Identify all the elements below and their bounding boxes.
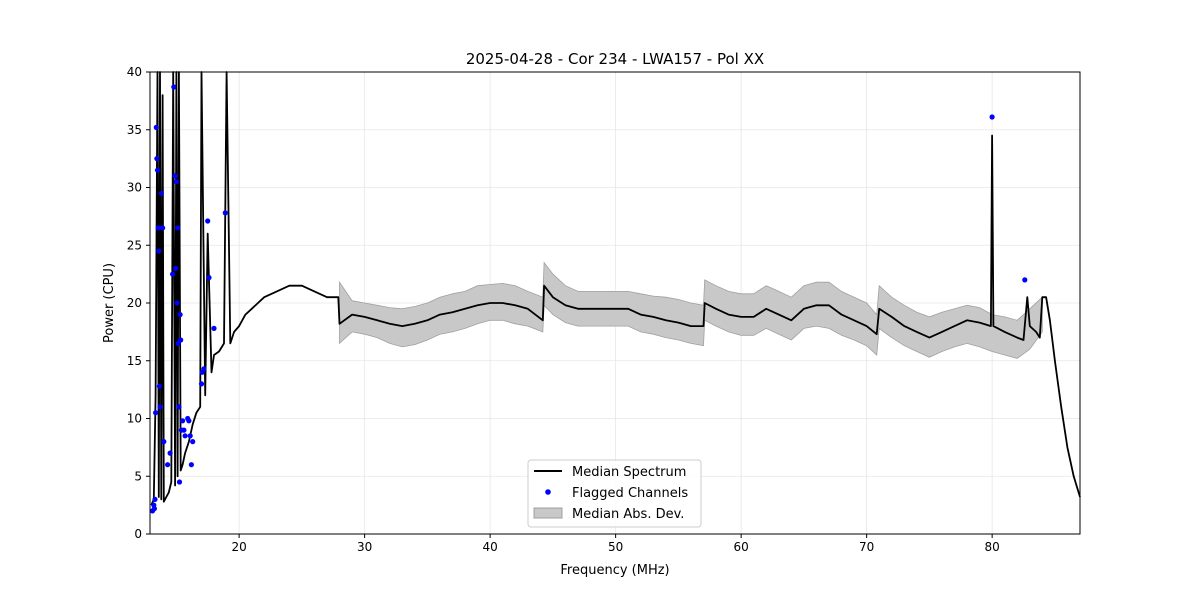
x-tick-label: 30 (357, 540, 372, 554)
flagged-point (170, 271, 176, 277)
flagged-point (188, 462, 194, 468)
y-tick-label: 5 (134, 469, 142, 483)
flagged-point (177, 312, 183, 318)
flagged-point (206, 275, 212, 281)
flagged-point (181, 427, 187, 433)
flagged-point (160, 225, 166, 231)
x-tick-label: 60 (733, 540, 748, 554)
flagged-point (222, 210, 228, 216)
x-tick-label: 50 (608, 540, 623, 554)
legend-flag-swatch (545, 489, 551, 495)
mad-band-area (339, 261, 1043, 359)
flagged-point (186, 418, 192, 424)
chart-title: 2025-04-28 - Cor 234 - LWA157 - Pol XX (466, 50, 764, 68)
flagged-point (176, 479, 183, 485)
y-axis-label: Power (CPU) (102, 263, 117, 343)
flagged-point (152, 496, 158, 502)
flagged-point (182, 433, 188, 439)
flagged-point (178, 337, 184, 343)
flagged-point (187, 433, 193, 439)
y-tick-label: 0 (134, 527, 142, 541)
flagged-point (156, 383, 162, 389)
legend-band-swatch (533, 507, 563, 519)
flagged-point (156, 248, 162, 254)
x-tick-label: 20 (231, 540, 246, 554)
y-tick-label: 25 (127, 238, 142, 252)
flagged-point (161, 439, 167, 445)
y-tick-label: 20 (127, 296, 142, 310)
y-tick-label: 10 (127, 412, 142, 426)
x-tick-label: 40 (482, 540, 497, 554)
x-axis-label: Frequency (MHz) (560, 563, 669, 578)
flagged-point (154, 156, 160, 162)
flagged-point (173, 179, 179, 185)
legend-label-median: Median Spectrum (572, 465, 686, 480)
flagged-point (153, 124, 159, 130)
flagged-point (1022, 277, 1028, 283)
flagged-point (173, 265, 179, 271)
flagged-point (158, 190, 164, 196)
axis-ticks: 20 30 40 50 60 70 80 0 5 10 15 20 25 30 35 40 (127, 65, 1000, 554)
flagged-point (198, 381, 205, 387)
flagged-point (180, 418, 186, 424)
y-tick-label: 15 (127, 354, 142, 368)
flagged-point (151, 506, 157, 512)
flagged-point (174, 300, 180, 306)
median-spectrum (150, 71, 1081, 506)
flagged-point (211, 325, 217, 331)
flagged-point (989, 114, 995, 120)
flagged-point (153, 410, 159, 416)
flagged-point (176, 404, 182, 410)
y-tick-label: 35 (127, 123, 142, 137)
y-tick-label: 40 (127, 65, 142, 79)
flagged-point (165, 462, 171, 468)
legend: Median Spectrum Flagged Channels Median … (527, 459, 702, 528)
flagged-point (175, 225, 181, 231)
median-spectrum-line (150, 71, 1081, 506)
flagged-channels (149, 84, 1028, 514)
flagged-point (201, 366, 207, 372)
flagged-point (167, 450, 173, 456)
flagged-point (205, 218, 211, 224)
mad-band (339, 261, 1043, 359)
flagged-point (154, 167, 161, 173)
x-tick-label: 70 (859, 540, 874, 554)
legend-label-flagged: Flagged Channels (572, 486, 688, 501)
y-tick-label: 30 (127, 181, 142, 195)
legend-box (527, 459, 702, 528)
x-tick-label: 80 (985, 540, 1000, 554)
flagged-point (155, 225, 161, 231)
flagged-point (190, 439, 196, 445)
flagged-point (157, 404, 163, 410)
flagged-point (171, 84, 177, 90)
flagged-point (172, 173, 178, 179)
legend-label-mad: Median Abs. Dev. (572, 507, 684, 522)
